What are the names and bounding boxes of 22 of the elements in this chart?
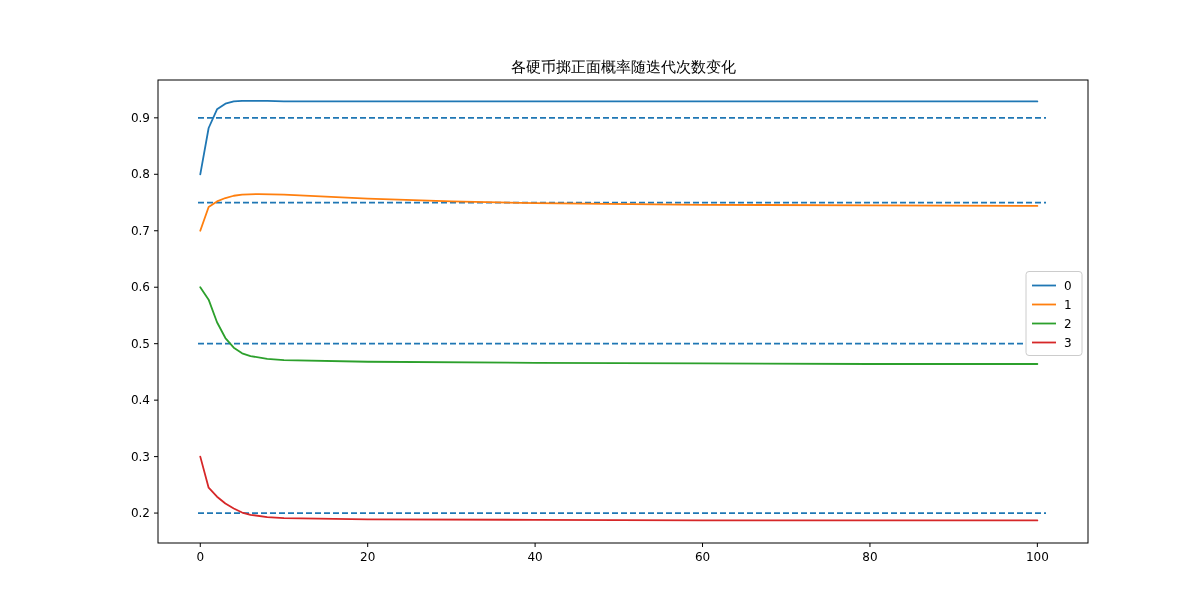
x-tick-label: 0 <box>196 550 205 564</box>
x-tick-label: 60 <box>694 550 711 564</box>
y-tick-label: 0.2 <box>130 506 150 521</box>
legend-label: 1 <box>1064 297 1072 312</box>
y-tick-label: 0.9 <box>130 110 150 125</box>
chart-title: 各硬币掷正面概率随迭代次数变化 <box>510 58 736 76</box>
y-tick-label: 0.8 <box>130 167 150 182</box>
y-tick-label: 0.4 <box>130 393 150 408</box>
y-tick-label: 0.3 <box>130 449 150 464</box>
y-tick-label: 0.6 <box>130 280 150 295</box>
x-tick-label: 100 <box>1025 550 1049 564</box>
line-series <box>199 455 1039 522</box>
legend-label: 0 <box>1064 278 1072 293</box>
line-series <box>199 286 1039 365</box>
line-series <box>199 193 1039 232</box>
y-tick-label: 0.7 <box>130 223 150 238</box>
y-tick-label: 0.5 <box>130 336 150 351</box>
legend-label: 2 <box>1064 316 1072 331</box>
x-tick-label: 40 <box>527 550 543 564</box>
x-tick-label: 80 <box>862 550 878 564</box>
x-tick-label: 20 <box>360 550 376 564</box>
legend-label: 3 <box>1064 335 1072 350</box>
